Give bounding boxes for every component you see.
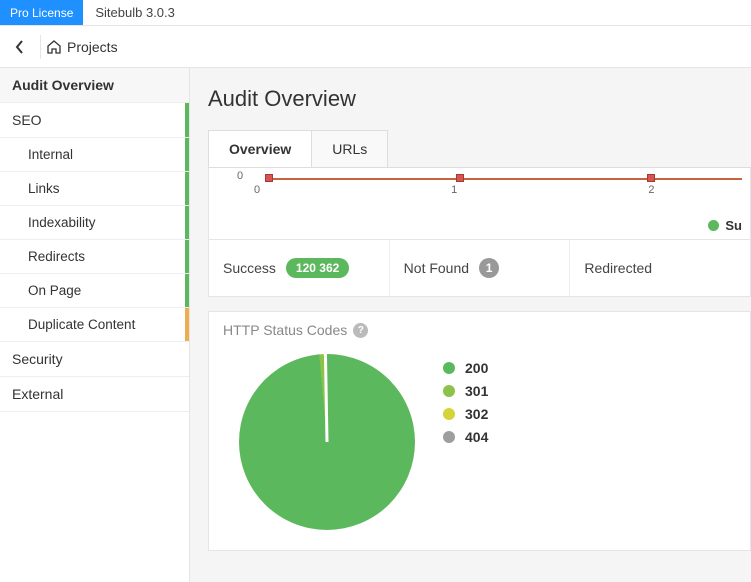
mini-chart-line-b	[265, 179, 742, 180]
legend-dot-301	[443, 385, 455, 397]
layout: Audit Overview SEO Internal Links Indexa…	[0, 68, 751, 582]
sidebar-item-redirects[interactable]: Redirects	[0, 240, 189, 274]
back-button[interactable]	[6, 33, 34, 61]
mini-chart-x-axis: 0 1 2	[257, 184, 750, 198]
legend-row-404[interactable]: 404	[443, 429, 488, 445]
panel-header: HTTP Status Codes ?	[209, 312, 750, 348]
mini-chart-point	[456, 174, 464, 182]
stat-redirected[interactable]: Redirected	[570, 240, 750, 296]
stats-row: Success 120 362 Not Found 1 Redirected	[208, 240, 751, 297]
tabs: Overview URLs	[208, 130, 751, 168]
stat-label: Redirected	[584, 260, 652, 276]
help-icon[interactable]: ?	[353, 323, 368, 338]
mini-chart-point	[265, 174, 273, 182]
sidebar-item-seo[interactable]: SEO	[0, 103, 189, 138]
chevron-left-icon	[15, 40, 25, 54]
navbar: Projects	[0, 26, 751, 68]
sidebar-item-external[interactable]: External	[0, 377, 189, 412]
stat-value-pill: 1	[479, 258, 499, 278]
sidebar-item-indexability[interactable]: Indexability	[0, 206, 189, 240]
sidebar-item-duplicate-content[interactable]: Duplicate Content	[0, 308, 189, 342]
projects-link[interactable]: Projects	[47, 39, 118, 55]
main-content: Audit Overview Overview URLs 0 0 1 2 Su	[190, 68, 751, 582]
stat-success[interactable]: Success 120 362	[209, 240, 390, 296]
license-badge[interactable]: Pro License	[0, 0, 83, 25]
legend-dot-200	[443, 362, 455, 374]
tab-overview[interactable]: Overview	[208, 130, 312, 167]
pie-sliver	[324, 354, 329, 442]
topbar: Pro License Sitebulb 3.0.3	[0, 0, 751, 26]
legend-row-302[interactable]: 302	[443, 406, 488, 422]
stat-not-found[interactable]: Not Found 1	[390, 240, 571, 296]
sidebar-item-security[interactable]: Security	[0, 342, 189, 377]
stat-value-pill: 120 362	[286, 258, 349, 278]
legend-dot-success	[708, 220, 719, 231]
mini-chart-y-label: 0	[237, 170, 243, 182]
mini-line-chart: 0 0 1 2 Su	[208, 168, 751, 240]
pie-chart	[239, 354, 415, 530]
pie-legend: 200 301 302 404	[443, 354, 488, 530]
mini-chart-point	[647, 174, 655, 182]
legend-row-301[interactable]: 301	[443, 383, 488, 399]
legend-label: Su	[725, 218, 742, 233]
http-status-panel: HTTP Status Codes ? 200 301	[208, 311, 751, 551]
sidebar-item-on-page[interactable]: On Page	[0, 274, 189, 308]
app-version: Sitebulb 3.0.3	[95, 5, 175, 20]
tab-urls[interactable]: URLs	[311, 130, 388, 167]
nav-divider	[40, 35, 41, 59]
projects-label: Projects	[67, 39, 118, 55]
legend-dot-404	[443, 431, 455, 443]
mini-chart-legend: Su	[708, 218, 742, 233]
home-icon	[47, 40, 61, 54]
legend-row-200[interactable]: 200	[443, 360, 488, 376]
sidebar-item-links[interactable]: Links	[0, 172, 189, 206]
page-title: Audit Overview	[208, 86, 751, 112]
sidebar-item-audit-overview[interactable]: Audit Overview	[0, 68, 189, 103]
stat-label: Success	[223, 260, 276, 276]
sidebar: Audit Overview SEO Internal Links Indexa…	[0, 68, 190, 582]
sidebar-item-internal[interactable]: Internal	[0, 138, 189, 172]
legend-dot-302	[443, 408, 455, 420]
pie-chart-wrap: 200 301 302 404	[209, 348, 750, 550]
stat-label: Not Found	[404, 260, 469, 276]
panel-title: HTTP Status Codes	[223, 322, 347, 338]
